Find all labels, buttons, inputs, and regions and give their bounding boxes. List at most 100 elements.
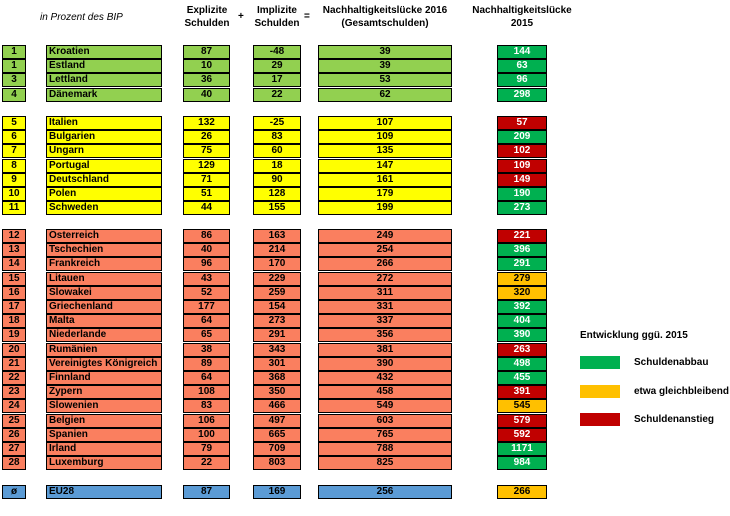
implicit-debt-cell: 163: [253, 229, 301, 243]
country-cell: EU28: [46, 485, 162, 499]
explicit-debt-cell: 86: [183, 229, 230, 243]
rank-cell: 24: [2, 399, 26, 414]
implicit-debt-cell: 155: [253, 201, 301, 216]
gap-2015-cell: 266: [497, 485, 547, 499]
rank-cell: 12: [2, 229, 26, 243]
rank-cell: 4: [2, 87, 26, 102]
gap-2015-cell: 579: [497, 413, 547, 428]
country-cell: Luxemburg: [46, 456, 162, 471]
implicit-debt-cell: 83: [253, 130, 301, 145]
explicit-debt-cell: 96: [183, 257, 230, 272]
country-cell: Slowakei: [46, 285, 162, 300]
implicit-debt-cell: 343: [253, 342, 301, 357]
rank-cell: 1: [2, 59, 26, 74]
rank-cell: 17: [2, 300, 26, 314]
explicit-debt-cell: 40: [183, 243, 230, 258]
explicit-debt-cell: 83: [183, 399, 230, 414]
explicit-debt-cell: 75: [183, 144, 230, 159]
gap-2015-cell: 190: [497, 187, 547, 201]
gap-2016-cell: 39: [318, 59, 452, 74]
explicit-debt-cell: 64: [183, 371, 230, 385]
implicit-debt-cell: 17: [253, 73, 301, 88]
rank-cell: 27: [2, 442, 26, 456]
country-cell: Schweden: [46, 201, 162, 216]
implicit-debt-cell: 170: [253, 257, 301, 272]
rank-cell: 10: [2, 187, 26, 201]
country-cell: Bulgarien: [46, 130, 162, 145]
implicit-debt-cell: 128: [253, 187, 301, 201]
country-cell: Portugal: [46, 158, 162, 173]
implicit-debt-cell: -48: [253, 45, 301, 59]
gap-2016-cell: 356: [318, 328, 452, 343]
header-gap-2016: Nachhaltigkeitslücke 2016 (Gesamtschulde…: [322, 5, 448, 29]
country-cell: Italien: [46, 116, 162, 130]
legend-swatch-anstieg: [580, 413, 620, 426]
country-cell: Dänemark: [46, 87, 162, 102]
gap-2016-cell: 381: [318, 342, 452, 357]
explicit-debt-cell: 26: [183, 130, 230, 145]
implicit-debt-cell: 214: [253, 243, 301, 258]
gap-2015-cell: 984: [497, 456, 547, 471]
gap-2015-cell: 291: [497, 257, 547, 272]
explicit-debt-cell: 132: [183, 116, 230, 130]
gap-2015-cell: 391: [497, 385, 547, 400]
explicit-debt-cell: 71: [183, 172, 230, 187]
gap-2016-cell: 147: [318, 158, 452, 173]
gap-2016-cell: 62: [318, 87, 452, 102]
explicit-debt-cell: 129: [183, 158, 230, 173]
explicit-debt-cell: 40: [183, 87, 230, 102]
country-cell: Niederlande: [46, 328, 162, 343]
explicit-debt-cell: 65: [183, 328, 230, 343]
country-cell: Litauen: [46, 271, 162, 286]
implicit-debt-cell: 29: [253, 59, 301, 74]
country-cell: Griechenland: [46, 300, 162, 314]
country-cell: Ungarn: [46, 144, 162, 159]
gap-2016-cell: 199: [318, 201, 452, 216]
gap-2015-cell: 263: [497, 342, 547, 357]
legend-label-gleich: etwa gleichbleibend: [634, 386, 730, 397]
gap-2015-cell: 396: [497, 243, 547, 258]
rank-cell: 16: [2, 285, 26, 300]
gap-2016-cell: 603: [318, 413, 452, 428]
rank-cell: 13: [2, 243, 26, 258]
rank-cell: 26: [2, 427, 26, 442]
implicit-debt-cell: 154: [253, 300, 301, 314]
gap-2016-cell: 39: [318, 45, 452, 59]
implicit-debt-cell: 22: [253, 87, 301, 102]
rank-cell: 8: [2, 158, 26, 173]
gap-2016-cell: 549: [318, 399, 452, 414]
explicit-debt-cell: 22: [183, 456, 230, 471]
rank-cell: 15: [2, 271, 26, 286]
header-equals: =: [304, 11, 310, 22]
rank-cell: 18: [2, 314, 26, 329]
gap-2015-cell: 545: [497, 399, 547, 414]
rank-cell: 1: [2, 45, 26, 59]
gap-2016-cell: 272: [318, 271, 452, 286]
explicit-debt-cell: 177: [183, 300, 230, 314]
gap-2015-cell: 63: [497, 59, 547, 74]
gap-2016-cell: 458: [318, 385, 452, 400]
rank-cell: 19: [2, 328, 26, 343]
gap-2015-cell: 149: [497, 172, 547, 187]
rank-cell: 22: [2, 371, 26, 385]
implicit-debt-cell: 665: [253, 427, 301, 442]
implicit-debt-cell: 291: [253, 328, 301, 343]
country-cell: Estland: [46, 59, 162, 74]
gap-2015-cell: 1171: [497, 442, 547, 456]
gap-2016-cell: 161: [318, 172, 452, 187]
implicit-debt-cell: 18: [253, 158, 301, 173]
header-plus: +: [238, 11, 244, 22]
gap-2015-cell: 96: [497, 73, 547, 88]
gap-2016-cell: 311: [318, 285, 452, 300]
gap-2015-cell: 320: [497, 285, 547, 300]
implicit-debt-cell: 273: [253, 314, 301, 329]
explicit-debt-cell: 87: [183, 485, 230, 499]
gap-2016-cell: 53: [318, 73, 452, 88]
country-cell: Kroatien: [46, 45, 162, 59]
implicit-debt-cell: 350: [253, 385, 301, 400]
rank-cell: 3: [2, 73, 26, 88]
implicit-debt-cell: 229: [253, 271, 301, 286]
gap-2015-cell: 390: [497, 328, 547, 343]
gap-2016-cell: 765: [318, 427, 452, 442]
gap-2015-cell: 498: [497, 356, 547, 371]
